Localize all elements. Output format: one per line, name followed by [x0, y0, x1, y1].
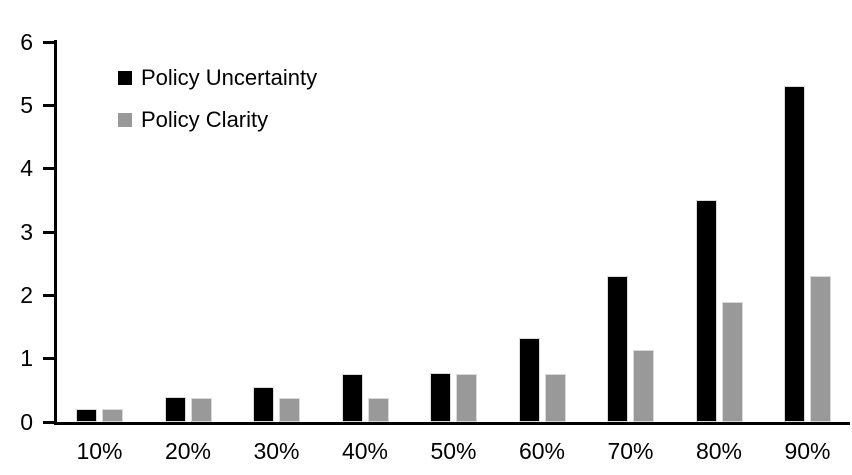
- bar-policy-clarity-10%: [102, 409, 123, 422]
- x-tick-label-60%: 60%: [518, 438, 566, 464]
- legend-swatch-uncertainty-icon: [118, 71, 132, 85]
- bar-policy-uncertainty-80%: [695, 200, 717, 422]
- y-tick-mark-0: [43, 420, 56, 424]
- x-tick-label-20%: 20%: [164, 438, 212, 464]
- legend-label-policy-uncertainty: Policy Uncertainty: [141, 65, 318, 90]
- y-tick-mark-3: [43, 230, 56, 234]
- y-tick-label-2: 2: [20, 281, 33, 308]
- x-tick-label-40%: 40%: [341, 438, 389, 464]
- bar-policy-uncertainty-10%: [76, 409, 97, 422]
- x-tick-label-30%: 30%: [253, 438, 300, 464]
- bar-policy-uncertainty-70%: [607, 276, 628, 422]
- bar-policy-uncertainty-50%: [430, 373, 451, 422]
- y-tick-label-0: 0: [20, 408, 33, 435]
- bar-policy-clarity-30%: [279, 398, 300, 422]
- bar-policy-uncertainty-90%: [784, 86, 805, 422]
- y-tick-mark-4: [43, 167, 56, 171]
- bar-policy-uncertainty-20%: [164, 397, 186, 422]
- y-tick-mark-2: [43, 293, 56, 297]
- y-tick-label-3: 3: [20, 218, 33, 245]
- legend-label-policy-clarity: Policy Clarity: [141, 107, 269, 132]
- bar-policy-clarity-20%: [190, 398, 212, 422]
- legend-item-policy-clarity: Policy Clarity: [118, 108, 317, 132]
- y-tick-mark-1: [43, 357, 56, 361]
- x-tick-label-10%: 10%: [76, 438, 123, 464]
- y-tick-label-4: 4: [20, 155, 33, 182]
- x-tick-label-80%: 80%: [695, 438, 743, 464]
- y-tick-label-1: 1: [20, 345, 33, 372]
- legend-item-policy-uncertainty: Policy Uncertainty: [118, 66, 317, 90]
- bar-policy-clarity-60%: [544, 374, 566, 422]
- bar-policy-clarity-50%: [456, 374, 477, 422]
- legend: Policy Uncertainty Policy Clarity: [118, 66, 317, 150]
- bar-policy-uncertainty-30%: [253, 387, 274, 422]
- x-tick-label-70%: 70%: [607, 438, 654, 464]
- x-axis-line: [54, 422, 850, 425]
- bar-policy-clarity-90%: [810, 276, 831, 422]
- x-tick-label-50%: 50%: [430, 438, 477, 464]
- y-tick-mark-5: [43, 103, 56, 107]
- y-tick-mark-6: [43, 40, 56, 44]
- bar-policy-clarity-80%: [721, 302, 743, 422]
- legend-swatch-clarity-icon: [118, 113, 132, 127]
- bar-policy-clarity-40%: [367, 398, 389, 422]
- bar-policy-uncertainty-40%: [341, 374, 363, 422]
- x-tick-label-90%: 90%: [784, 438, 831, 464]
- y-tick-label-5: 5: [20, 91, 33, 118]
- bar-policy-clarity-70%: [633, 350, 654, 422]
- bar-policy-uncertainty-60%: [518, 338, 540, 422]
- y-tick-label-6: 6: [20, 28, 33, 55]
